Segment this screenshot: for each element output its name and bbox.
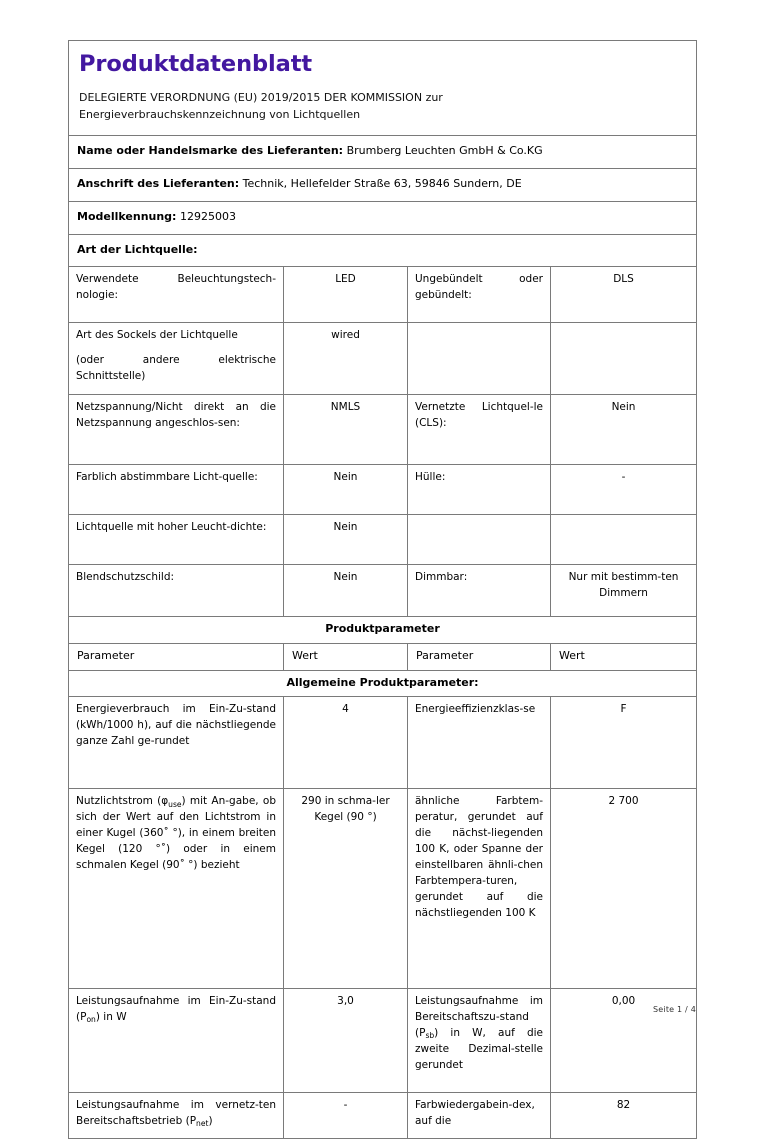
- power-networked-subscript: net: [196, 1119, 209, 1129]
- model-label: Modellkennung:: [77, 209, 177, 223]
- row-value-power-networked: -: [283, 1092, 408, 1139]
- row-value-envelope: -: [549, 464, 698, 516]
- row-label-dimmable: Dimmbar:: [407, 564, 551, 618]
- row-label-colour-temperature: ähnliche Farbtem-peratur, gerundet auf d…: [407, 788, 551, 990]
- supplier-name-row: Name oder Handelsmarke des Lieferanten: …: [67, 135, 698, 170]
- row-value-technology: LED: [283, 266, 408, 324]
- light-source-section-row: Art der Lichtquelle:: [67, 233, 698, 268]
- row-label-energy-class: Energieeffizienzklas-se: [407, 696, 551, 790]
- general-parameters-section-row: Allgemeine Produktparameter:: [67, 669, 698, 698]
- row-value-socket-right: [549, 322, 698, 396]
- table-row: Art des Sockels der Lichtquelle (oder an…: [68, 322, 698, 396]
- row-label-mains: Netzspannung/Nicht direkt an die Netzspa…: [68, 394, 284, 466]
- row-value-high-luminance-right: [549, 514, 698, 566]
- power-networked-post: ): [208, 1115, 213, 1128]
- product-datasheet-table: Produktdatenblatt DELEGIERTE VERORDNUNG …: [67, 39, 698, 1139]
- row-label-socket: Art des Sockels der Lichtquelle (oder an…: [68, 322, 284, 396]
- row-value-cri: 82: [549, 1092, 698, 1139]
- document-page: Produktdatenblatt DELEGIERTE VERORDNUNG …: [67, 39, 698, 1139]
- row-value-cls: Nein: [549, 394, 698, 466]
- row-label-socket-line1: Art des Sockels der Lichtquelle: [76, 329, 238, 342]
- row-label-colour-tunable: Farblich abstimmbare Licht-quelle:: [68, 464, 284, 516]
- row-value-luminous-flux: 290 in schma-ler Kegel (90 °): [283, 788, 408, 990]
- row-value-mains: NMLS: [283, 394, 408, 466]
- supplier-address-row: Anschrift des Lieferanten: Technik, Hell…: [67, 168, 698, 202]
- row-label-power-standby: Leistungsaufnahme im Bereitschaftszu-sta…: [407, 988, 551, 1094]
- header-cell: Produktdatenblatt DELEGIERTE VERORDNUNG …: [67, 39, 698, 137]
- luminous-flux-pre: Nutzlichtstrom (φ: [76, 795, 169, 808]
- table-row: Nutzlichtstrom (φuse) mit An-gabe, ob si…: [68, 788, 698, 990]
- supplier-address-label: Anschrift des Lieferanten:: [77, 177, 240, 191]
- row-label-luminous-flux: Nutzlichtstrom (φuse) mit An-gabe, ob si…: [68, 788, 284, 990]
- table-row: Farblich abstimmbare Licht-quelle: Nein …: [68, 464, 698, 516]
- regulation-subtitle: DELEGIERTE VERORDNUNG (EU) 2019/2015 DER…: [79, 89, 686, 124]
- model-row: Modellkennung: 12925003: [67, 200, 698, 235]
- row-label-high-luminance: Lichtquelle mit hoher Leucht-dichte:: [68, 514, 284, 566]
- row-label-power-on: Leistungsaufnahme im Ein-Zu-stand (Pon) …: [68, 988, 284, 1094]
- row-label-high-luminance-right: [407, 514, 551, 566]
- table-row: Energieverbrauch im Ein-Zu-stand (kWh/10…: [68, 696, 698, 790]
- page-title: Produktdatenblatt: [79, 51, 313, 77]
- power-on-pre: Leistungsaufnahme im Ein-Zu-stand (P: [76, 995, 276, 1024]
- row-value-dimmable: Nur mit bestimm-ten Dimmern: [549, 564, 698, 618]
- supplier-name-cell: Name oder Handelsmarke des Lieferanten: …: [67, 135, 698, 170]
- product-parameters-section-row: Produktparameter: [67, 616, 698, 644]
- general-parameters-header: Allgemeine Produktparameter:: [67, 669, 698, 698]
- table-row: Leistungsaufnahme im Ein-Zu-stand (Pon) …: [68, 988, 698, 1094]
- row-value-anti-glare: Nein: [283, 564, 408, 618]
- light-source-section-header: Art der Lichtquelle:: [67, 233, 698, 268]
- row-label-energy-consumption: Energieverbrauch im Ein-Zu-stand (kWh/10…: [68, 696, 284, 790]
- row-label-socket-line2: (oder andere elektrische Schnittstelle): [76, 354, 276, 383]
- row-label-cls: Vernetzte Lichtquel-le (CLS):: [407, 394, 551, 466]
- model-value: 12925003: [179, 209, 236, 223]
- power-standby-pre: Leistungsaufnahme im Bereitschaftszu-sta…: [415, 995, 543, 1040]
- parameter-header-row: Parameter Wert Parameter Wert: [68, 642, 698, 671]
- luminous-flux-subscript: use: [168, 799, 182, 809]
- table-row: Blendschutzschild: Nein Dimmbar: Nur mit…: [68, 564, 698, 618]
- row-label-power-networked: Leistungsaufnahme im vernetz-ten Bereits…: [68, 1092, 284, 1139]
- page-footer: Seite 1 / 4: [653, 1005, 696, 1014]
- row-value-power-on: 3,0: [283, 988, 408, 1094]
- row-value-beam: DLS: [549, 266, 698, 324]
- row-label-envelope: Hülle:: [407, 464, 551, 516]
- table-row: Netzspannung/Nicht direkt an die Netzspa…: [68, 394, 698, 466]
- header-row: Produktdatenblatt DELEGIERTE VERORDNUNG …: [67, 39, 698, 137]
- row-value-power-standby: 0,00: [549, 988, 698, 1094]
- table-row: Lichtquelle mit hoher Leucht-dichte: Nei…: [68, 514, 698, 566]
- supplier-address-value: Technik, Hellefelder Straße 63, 59846 Su…: [242, 177, 522, 191]
- col-header-wert-2: Wert: [549, 642, 698, 671]
- product-parameters-header: Produktparameter: [67, 616, 698, 644]
- luminous-flux-post: ) mit An-gabe, ob sich der Wert auf den …: [76, 795, 276, 872]
- row-label-beam: Ungebündelt oder gebündelt:: [407, 266, 551, 324]
- table-row: Leistungsaufnahme im vernetz-ten Bereits…: [68, 1092, 698, 1139]
- power-on-subscript: on: [86, 1015, 96, 1025]
- model-cell: Modellkennung: 12925003: [67, 200, 698, 235]
- subtitle-line-2: Energieverbrauchskennzeichnung von Licht…: [79, 108, 361, 121]
- row-value-energy-consumption: 4: [283, 696, 408, 790]
- power-networked-pre: Leistungsaufnahme im vernetz-ten Bereits…: [76, 1099, 276, 1128]
- row-label-cri: Farbwiedergabein-dex, auf die: [407, 1092, 551, 1139]
- col-header-wert-1: Wert: [283, 642, 408, 671]
- row-label-technology: Verwendete Beleuchtungstech-nologie:: [68, 266, 284, 324]
- row-value-energy-class: F: [549, 696, 698, 790]
- subtitle-line-1: DELEGIERTE VERORDNUNG (EU) 2019/2015 DER…: [79, 90, 443, 104]
- power-standby-post: ) in W, auf die zweite Dezimal-stelle ge…: [415, 1027, 543, 1072]
- supplier-name-value: Brumberg Leuchten GmbH & Co.KG: [346, 144, 543, 158]
- row-value-colour-tunable: Nein: [283, 464, 408, 516]
- supplier-address-cell: Anschrift des Lieferanten: Technik, Hell…: [67, 168, 698, 202]
- row-value-high-luminance: Nein: [283, 514, 408, 566]
- supplier-name-label: Name oder Handelsmarke des Lieferanten:: [77, 144, 344, 158]
- row-label-socket-right: [407, 322, 551, 396]
- power-standby-subscript: sb: [425, 1031, 435, 1041]
- power-on-post: ) in W: [95, 1011, 127, 1024]
- table-row: Verwendete Beleuchtungstech-nologie: LED…: [68, 266, 698, 324]
- row-value-colour-temperature: 2 700: [549, 788, 698, 990]
- row-label-anti-glare: Blendschutzschild:: [68, 564, 284, 618]
- row-value-socket: wired: [283, 322, 408, 396]
- col-header-parameter-2: Parameter: [407, 642, 551, 671]
- col-header-parameter-1: Parameter: [68, 642, 284, 671]
